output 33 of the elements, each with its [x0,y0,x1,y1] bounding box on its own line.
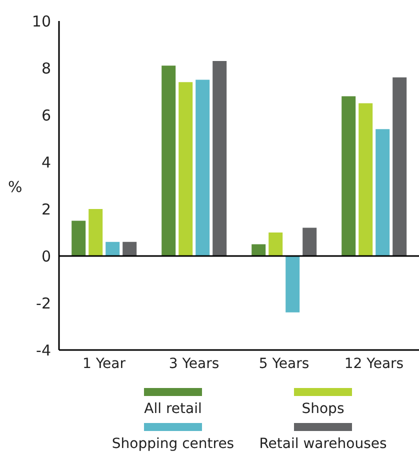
legend-label: Shops [302,401,344,417]
bar [268,232,283,256]
bar [252,244,266,256]
y-axis-title: % [8,178,22,196]
bar [358,103,373,256]
legend-label: Shopping centres [112,436,234,452]
bar [72,220,86,256]
y-tick-label: 8 [41,59,51,78]
y-tick-label: 4 [41,153,51,172]
bar [162,66,176,256]
bar [376,129,390,256]
legend-label: Retail warehouses [259,436,387,452]
x-tick-label: 12 Years [344,356,404,372]
bar [196,80,210,256]
y-tick-label: 10 [32,12,51,30]
legend-label: All retail [144,401,202,417]
y-tick-label: 2 [41,200,51,218]
y-tick-label: 0 [41,247,51,266]
bar [342,96,356,256]
bar [178,82,193,256]
y-tick-label: 6 [41,106,51,124]
bar [106,242,120,256]
x-tick-label: 3 Years [168,356,220,372]
bar [88,209,103,256]
x-tick-label: 1 Year [82,356,126,372]
bar [212,60,227,256]
bar [286,256,300,312]
bar [122,242,137,256]
x-tick-label: 5 Years [258,356,310,372]
y-tick-label: -4 [36,341,51,360]
bar [392,77,407,256]
y-tick-label: -2 [36,294,51,312]
bar [302,228,317,256]
